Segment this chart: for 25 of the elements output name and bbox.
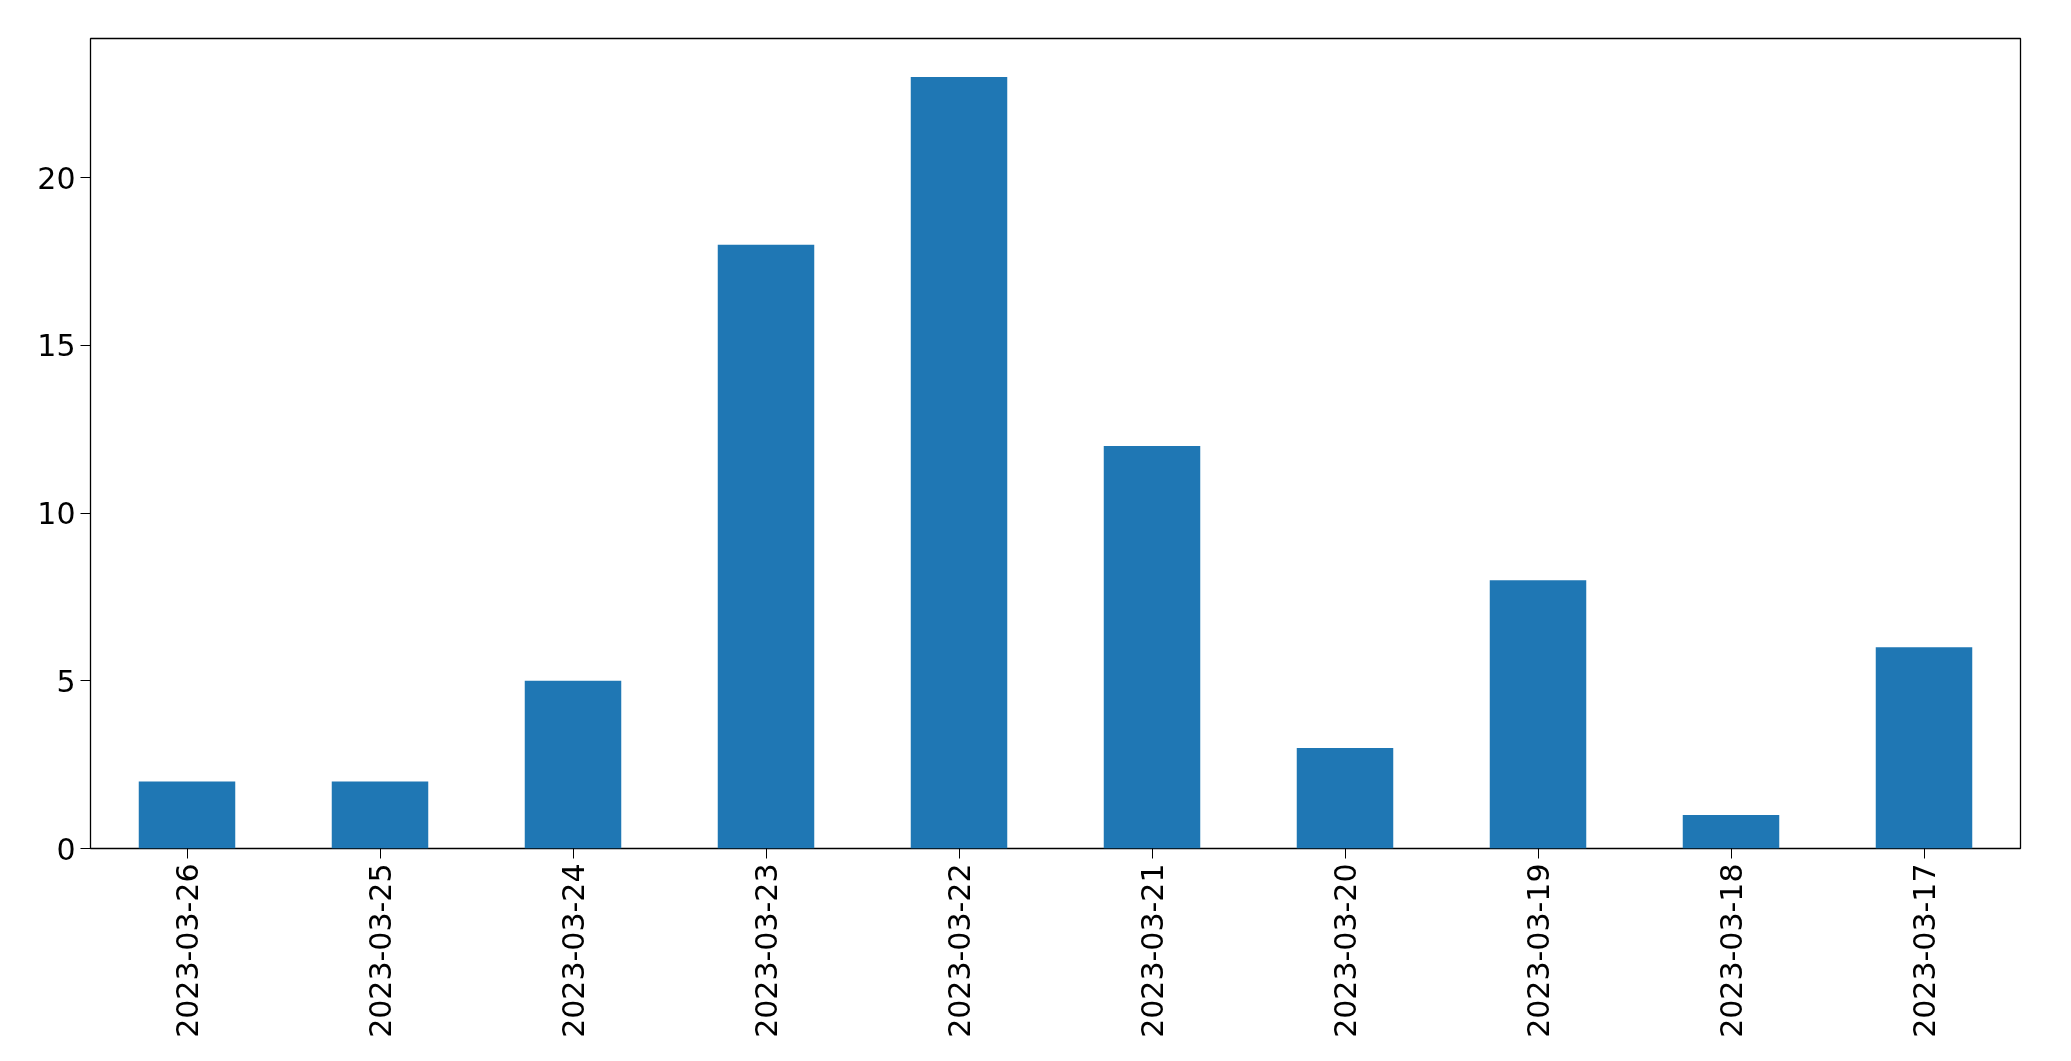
- bar: [1103, 446, 1201, 849]
- y-tick-label: 20: [37, 160, 76, 196]
- bar: [1875, 647, 1973, 849]
- bar: [331, 781, 429, 849]
- x-tick-label: 2023-03-21: [1135, 863, 1170, 1038]
- x-tick-label: 2023-03-20: [1328, 863, 1363, 1038]
- x-tick-label: 2023-03-23: [749, 863, 784, 1038]
- bar: [138, 781, 236, 849]
- x-tick-label: 2023-03-24: [556, 863, 591, 1038]
- y-tick-label: 15: [37, 328, 76, 364]
- bar: [717, 244, 815, 849]
- x-tick-label: 2023-03-25: [363, 863, 398, 1038]
- x-tick-label: 2023-03-18: [1714, 863, 1749, 1038]
- bar: [1296, 747, 1394, 849]
- x-tick-label: 2023-03-22: [942, 863, 977, 1038]
- x-tick-label: 2023-03-17: [1907, 863, 1942, 1038]
- bar: [1682, 814, 1780, 849]
- y-tick-label: 10: [37, 496, 76, 532]
- bar: [524, 680, 622, 849]
- y-tick-label: 5: [56, 663, 76, 699]
- x-tick-label: 2023-03-19: [1521, 863, 1556, 1038]
- y-tick-label: 0: [56, 831, 76, 867]
- x-tick-label: 2023-03-26: [170, 863, 205, 1038]
- bar: [1489, 580, 1587, 849]
- bar: [910, 77, 1008, 849]
